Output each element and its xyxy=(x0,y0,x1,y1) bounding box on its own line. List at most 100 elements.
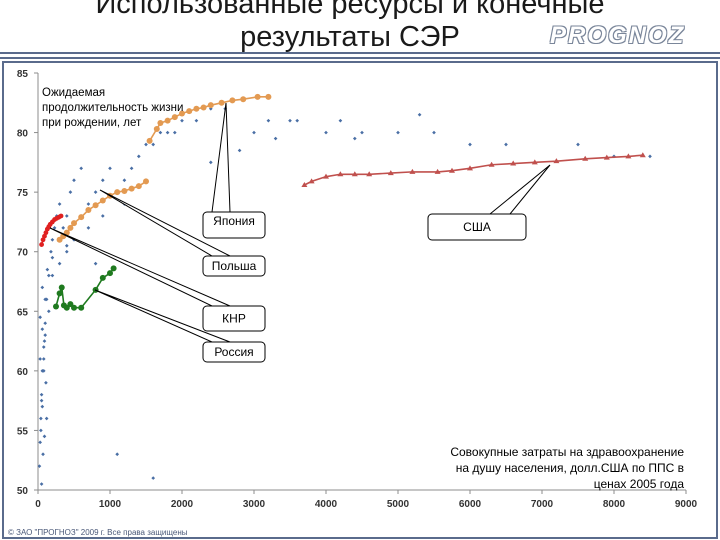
callout-label: Япония xyxy=(213,214,255,228)
scatter-point xyxy=(360,130,364,135)
scatter-point xyxy=(165,130,170,135)
series-point xyxy=(254,93,261,100)
scatter-point xyxy=(129,166,134,171)
series-point xyxy=(200,104,207,111)
scatter-point xyxy=(115,452,120,457)
series-point xyxy=(488,161,495,167)
scatter-point xyxy=(72,178,76,183)
scatter-point xyxy=(648,154,652,159)
slide-title-line-2: результаты СЭР xyxy=(240,21,460,53)
scatter-point xyxy=(468,142,472,147)
series-point xyxy=(434,168,441,174)
series-point xyxy=(107,270,113,277)
x-axis-title-line: ценах 2005 года xyxy=(594,477,685,491)
scatter-point xyxy=(100,214,105,218)
series-point xyxy=(171,114,178,121)
scatter-point xyxy=(136,154,141,159)
series-point xyxy=(308,178,315,184)
scatter-point xyxy=(180,118,184,123)
series-point xyxy=(265,93,272,100)
copyright-footer: © ЗАО "ПРОГНОЗ" 2009 г. Все права защище… xyxy=(8,528,188,537)
y-tick-label: 55 xyxy=(17,426,29,437)
scatter-point xyxy=(144,142,148,147)
x-axis-title: Совокупные затраты на здравоохранение на … xyxy=(450,445,684,491)
series-point xyxy=(121,187,128,194)
scatter-point xyxy=(108,166,112,171)
y-tick-label: 80 xyxy=(17,129,29,140)
series-point xyxy=(449,167,455,173)
series-point xyxy=(153,125,160,132)
series-point xyxy=(510,160,517,166)
scatter-point xyxy=(43,321,48,326)
x-tick-label: 5000 xyxy=(387,499,410,510)
scatter-point xyxy=(396,130,400,135)
scatter-point xyxy=(237,148,242,153)
scatter-point xyxy=(252,130,256,135)
callout-box xyxy=(427,213,527,241)
scatter-point xyxy=(38,440,42,445)
scatter-point xyxy=(352,136,357,141)
scatter-point xyxy=(40,285,45,290)
slide-title: Использованные ресурсы и конечные резуль… xyxy=(40,0,660,54)
series-point xyxy=(78,214,85,221)
series-point xyxy=(240,96,247,103)
series-point xyxy=(387,170,394,176)
x-axis-title-line: на душу населения, долл.США по ППС в xyxy=(456,461,684,475)
callout-label: Россия xyxy=(214,345,253,359)
scatter-point xyxy=(68,190,73,194)
scatter-point xyxy=(57,202,62,206)
series-point xyxy=(467,165,473,171)
series-point xyxy=(67,224,74,231)
scatter-point xyxy=(338,118,343,123)
x-tick-label: 0 xyxy=(35,499,41,510)
series-point xyxy=(85,207,92,214)
scatter-point xyxy=(172,130,177,135)
series-point xyxy=(56,290,63,297)
series-point xyxy=(164,117,171,124)
scatter-point xyxy=(151,142,156,147)
series-point xyxy=(78,304,85,311)
y-tick-label: 60 xyxy=(17,367,29,378)
x-tick-label: 3000 xyxy=(243,499,266,510)
series-point xyxy=(114,189,121,196)
series-point xyxy=(193,105,200,112)
scatter-point xyxy=(38,357,42,361)
header-rule-top xyxy=(0,52,720,54)
series-point xyxy=(186,108,193,115)
scatter-point xyxy=(40,404,45,409)
y-axis-title-line: продолжительность жизни xyxy=(42,102,183,114)
series-point xyxy=(553,158,560,164)
series-point xyxy=(207,102,214,109)
scatter-point xyxy=(64,243,69,248)
x-tick-label: 1000 xyxy=(99,499,122,510)
x-tick-label: 2000 xyxy=(171,499,194,510)
series-point xyxy=(99,274,106,281)
series-point xyxy=(218,99,225,106)
scatter-point xyxy=(273,136,278,141)
scatter-point xyxy=(324,130,328,135)
scatter-point xyxy=(432,130,436,135)
x-tick-label: 8000 xyxy=(603,499,626,510)
scatter-point xyxy=(151,476,156,480)
series-point xyxy=(99,197,106,204)
scatter-point xyxy=(42,339,47,343)
series-point xyxy=(337,171,344,177)
scatter-point xyxy=(158,130,163,135)
scatter-point xyxy=(86,202,91,206)
scatter-point xyxy=(417,112,422,117)
y-tick-label: 70 xyxy=(17,248,29,259)
series-point xyxy=(128,185,135,192)
callout-label: Польша xyxy=(212,259,257,273)
y-axis-title-line: при рождении, лет xyxy=(42,117,142,129)
series-point xyxy=(92,202,99,209)
scatter-point xyxy=(100,178,105,183)
scatter-point xyxy=(64,214,69,218)
x-axis-title-line: Совокупные затраты на здравоохранение xyxy=(450,445,684,459)
scatter-point xyxy=(93,261,98,266)
callout-label: США xyxy=(463,220,491,234)
scatter-point xyxy=(61,226,66,230)
y-tick-label: 50 xyxy=(17,486,29,497)
x-tick-label: 6000 xyxy=(459,499,482,510)
y-axis-title-line: Ожидаемая xyxy=(42,87,105,99)
series-point xyxy=(39,242,44,247)
